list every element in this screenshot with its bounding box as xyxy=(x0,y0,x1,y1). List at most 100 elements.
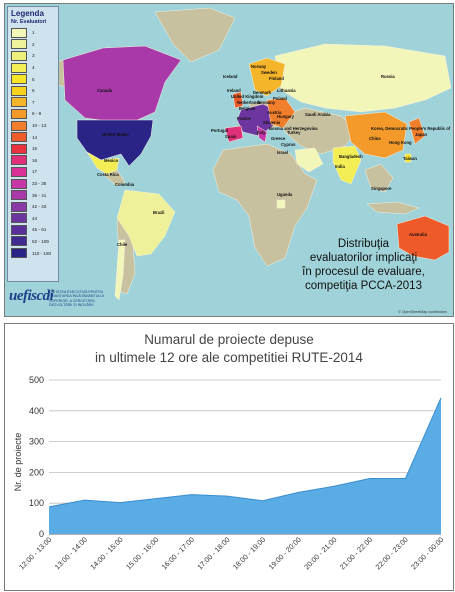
caption-line: competiţia PCCA-2013 xyxy=(305,280,422,292)
legend-rows: 1 2 3 4 5 6 7 8 - 9 10 - 13 14 15 16 17 33 - 35 36 - 4… xyxy=(8,27,58,259)
label-iceland: Iceland xyxy=(223,74,238,79)
legend-swatch xyxy=(11,166,27,177)
legend-swatch xyxy=(11,27,27,38)
legend-row: 16 xyxy=(8,155,58,167)
logo-text: UNITATEA EXECUTIVĂ PENTRU FINANȚAREA ÎNV… xyxy=(49,290,104,307)
y-tick-label: 200 xyxy=(29,467,44,477)
label-korea: Korea, Democratic People's Republic of xyxy=(371,126,451,131)
x-ticks-layer: 12:00 - 13:00 13:00 - 14:00 14:00 - 15:00 1… xyxy=(17,535,445,571)
label-belgium: Belgium xyxy=(239,106,256,111)
legend-row: 7 xyxy=(8,97,58,109)
brazil-shape xyxy=(116,189,176,257)
label-chile: Chile xyxy=(117,242,128,247)
legend-row: 44 xyxy=(8,213,58,225)
label-uk: United Kingdom xyxy=(231,94,264,99)
legend-row: 15 xyxy=(8,143,58,155)
label-saudi: Saudi Arabia xyxy=(305,112,331,117)
scandinavia-shape xyxy=(248,57,286,97)
legend-subtitle: Nr. Evaluatori xyxy=(11,19,47,25)
legend-row: 110 - 180 xyxy=(8,247,58,259)
x-tick-label: 19:00 - 20:00 xyxy=(267,535,303,571)
label-norway: Norway xyxy=(251,64,267,69)
legend-row: 33 - 35 xyxy=(8,178,58,190)
legend-swatch xyxy=(11,201,27,212)
legend-label: 45 - 61 xyxy=(32,227,47,233)
label-sweden: Sweden xyxy=(261,70,277,75)
area-chart: 0 100 200 300 400 500 12:00 - 13:00 13:00 - 14… xyxy=(13,375,445,571)
caption-line: Distribuţia xyxy=(337,238,390,250)
label-france: France xyxy=(237,116,251,121)
legend-row: 36 - 41 xyxy=(8,189,58,201)
legend-label: 16 xyxy=(32,157,38,163)
label-australia: Australia xyxy=(409,232,428,237)
legend-row: 10 - 13 xyxy=(8,120,58,132)
label-japan: Japan xyxy=(415,132,428,137)
label-finland: Finland xyxy=(269,76,284,81)
label-netherlands: Netherlands xyxy=(237,100,262,105)
legend-swatch xyxy=(11,62,27,73)
map-caption: Distribuţia evaluatorilor implicaţi în p… xyxy=(281,237,446,293)
label-bangladesh: Bangladesh xyxy=(339,154,363,159)
label-canada: Canada xyxy=(97,88,113,93)
australia-shape xyxy=(396,215,450,261)
label-russia: Russia xyxy=(381,74,395,79)
label-ireland: Ireland xyxy=(227,88,241,93)
label-india: India xyxy=(335,164,345,169)
legend-row: 17 xyxy=(8,166,58,178)
y-ticks-layer: 0 100 200 300 400 500 xyxy=(29,375,44,539)
map-legend: Legenda Nr. Evaluatori 1 2 3 4 5 6 7 8 - 9 10 - … xyxy=(7,6,59,282)
label-italy: Italy xyxy=(257,130,266,135)
legend-swatch xyxy=(11,120,27,131)
area-layer xyxy=(48,397,442,534)
y-tick-label: 400 xyxy=(29,406,44,416)
uk-shape xyxy=(232,91,244,109)
x-tick-label: 13:00 - 14:00 xyxy=(53,535,89,571)
canada-shape xyxy=(62,45,182,123)
legend-label: 17 xyxy=(32,169,38,175)
legend-label: 42 - 43 xyxy=(32,204,47,210)
legend-swatch xyxy=(11,224,27,235)
legend-swatch xyxy=(11,50,27,61)
legend-label: 4 xyxy=(32,65,35,71)
x-tick-label: 14:00 - 15:00 xyxy=(88,535,124,571)
label-china: China xyxy=(369,136,381,141)
legend-label: 1 xyxy=(32,30,35,36)
label-taiwan: Taiwan xyxy=(403,156,417,161)
chart-title-line: in ultimele 12 ore ale competitiei RUTE-… xyxy=(95,350,363,365)
y-tick-label: 100 xyxy=(29,498,44,508)
legend-label: 62 - 109 xyxy=(32,238,49,244)
china-shape xyxy=(344,111,408,159)
label-colombia: Colombia xyxy=(115,182,135,187)
western-europe-shape xyxy=(236,103,276,137)
label-cyprus: Cyprus xyxy=(281,142,296,147)
legend-swatch xyxy=(11,39,27,50)
legend-title: Legenda xyxy=(11,9,44,18)
legend-swatch xyxy=(11,85,27,96)
chart-title-line: Numarul de proiecte depuse xyxy=(144,332,314,347)
label-lithuania: Lithuania xyxy=(277,88,296,93)
uefiscdi-logo: uefiscdi UNITATEA EXECUTIVĂ PENTRU FINAN… xyxy=(7,286,117,312)
label-slovenia: Slovenia xyxy=(263,120,281,125)
label-hongkong: Hong Kong xyxy=(389,140,412,145)
legend-row: 6 xyxy=(8,85,58,97)
legend-label: 33 - 35 xyxy=(32,181,47,187)
east-europe-shape xyxy=(266,97,296,129)
saudi-shape xyxy=(294,147,324,173)
italy-shape xyxy=(256,125,268,143)
legend-row: 5 xyxy=(8,73,58,85)
label-turkey: Turkey xyxy=(287,130,301,135)
x-tick-label: 12:00 - 13:00 xyxy=(17,535,53,571)
label-poland: Poland xyxy=(273,96,287,101)
usa-shape xyxy=(76,119,154,167)
legend-label: 8 - 9 xyxy=(32,111,42,117)
korea-japan-shape xyxy=(408,117,426,145)
legend-swatch xyxy=(11,213,27,224)
legend-swatch xyxy=(11,97,27,108)
label-austria: Austria xyxy=(267,110,282,115)
legend-label: 3 xyxy=(32,53,35,59)
caption-line: evaluatorilor implicaţi xyxy=(309,252,418,264)
legend-row: 2 xyxy=(8,39,58,51)
iberia-shape xyxy=(224,125,244,143)
legend-label: 2 xyxy=(32,41,35,47)
x-tick-label: 18:00 - 19:00 xyxy=(231,535,267,571)
